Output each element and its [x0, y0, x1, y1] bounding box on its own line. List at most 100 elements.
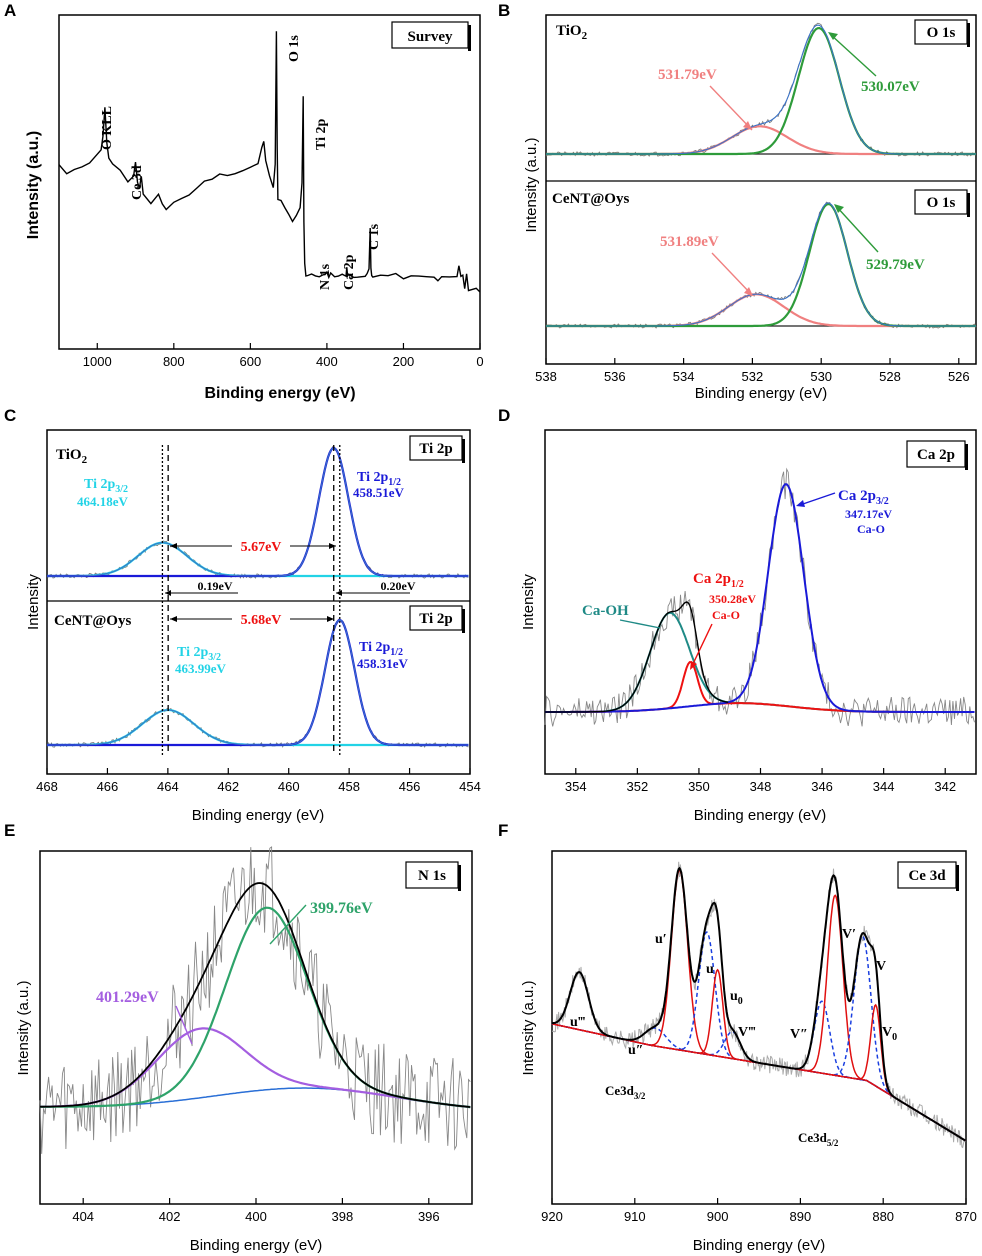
- b-x-tick-label: 538: [535, 369, 557, 384]
- v1-label: V′: [842, 927, 856, 942]
- f-x-tick-label: 920: [541, 1209, 563, 1224]
- c-x-tick-label: 460: [278, 779, 300, 794]
- d-envelope: [545, 601, 729, 713]
- x-axis-ticks-e: 404 402 400 398 396: [72, 1198, 440, 1224]
- ti2p12-label-bottom: Ti 2p1/2: [359, 640, 403, 658]
- u0-label: u0: [730, 989, 743, 1007]
- legend-box-d: [906, 440, 966, 468]
- c-x-tick-label: 458: [338, 779, 360, 794]
- b-x-tick-label: 536: [604, 369, 626, 384]
- o1s-label: O 1s: [287, 35, 302, 62]
- a-x-tick-label: 800: [163, 354, 185, 369]
- okll-label: O KLL: [100, 106, 115, 150]
- u-label: u: [706, 962, 714, 977]
- ca2p32-label: Ca 2p3/2: [838, 488, 889, 507]
- e-x-tick-label: 402: [159, 1209, 181, 1224]
- x-axis-ticks-b: 538 536 534 532 530 528 526: [535, 358, 970, 384]
- panel-letter-a: A: [4, 1, 16, 20]
- e-x-tick-label: 396: [418, 1209, 440, 1224]
- panel-b: B 538 536 534 532 530 528 526 Binding energy (…: [498, 1, 977, 402]
- legend-box-a: [391, 21, 469, 49]
- legend-label-a: Survey: [408, 29, 454, 45]
- c-x-tick-label: 456: [399, 779, 421, 794]
- d-raw: [544, 467, 975, 727]
- y-axis-label-d: Intensity: [520, 574, 537, 630]
- legend-box-c-top: [409, 435, 463, 461]
- ce3d-label: Ce 3d: [130, 165, 145, 200]
- panel-letter-f: F: [498, 821, 508, 840]
- x-axis-label-a: Binding energy (eV): [204, 385, 355, 402]
- c-x-tick-label: 462: [217, 779, 239, 794]
- sample-label-c-top: TiO2: [56, 447, 88, 466]
- splitting-label-bottom: 5.68eV: [241, 613, 282, 628]
- y-axis-label-c: Intensity: [25, 574, 42, 630]
- panel-e: E 404 402 400 398 396 Binding energy (eV) In…: [4, 821, 473, 1254]
- caoh-label: Ca-OH: [582, 603, 629, 619]
- c-peak-1-0: [47, 708, 469, 747]
- c-x-tick-label: 454: [459, 779, 481, 794]
- curves-e: [39, 846, 471, 1154]
- b-x-tick-label: 530: [810, 369, 832, 384]
- legend-label-b-top: O 1s: [927, 25, 956, 41]
- y-axis-label-b: Intensity (a.u.): [523, 137, 540, 232]
- b-envelope-0: [546, 24, 976, 155]
- panel-letter-d: D: [498, 406, 510, 425]
- panel-letter-b: B: [498, 1, 510, 20]
- c-x-tick-label: 468: [36, 779, 58, 794]
- panel-letter-e: E: [4, 821, 15, 840]
- x-axis-label-f: Binding energy (eV): [693, 1237, 826, 1254]
- x-axis-label-d: Binding energy (eV): [694, 807, 827, 824]
- ce3d32-label: Ce3d3/2: [605, 1083, 646, 1101]
- plot-frame-f: [551, 850, 967, 1205]
- y-axis-label-e: Intensity (a.u.): [15, 980, 32, 1075]
- d-x-tick-label: 348: [750, 779, 772, 794]
- peak-label-b-top-1: 531.79eV: [658, 67, 717, 83]
- c-x-tick-label: 466: [97, 779, 119, 794]
- x-axis-label-c: Binding energy (eV): [192, 807, 325, 824]
- f-peak-4: [551, 968, 966, 1142]
- f-x-tick-label: 890: [790, 1209, 812, 1224]
- x-axis-label-b: Binding energy (eV): [695, 385, 828, 402]
- curves-b: [545, 22, 977, 329]
- c-peak-1-1: [47, 618, 469, 747]
- survey-line: [58, 31, 481, 293]
- ca2p32-value: 347.17eV: [845, 507, 892, 521]
- f-x-tick-label: 880: [872, 1209, 894, 1224]
- ca2p32-sub: Ca-O: [857, 522, 885, 536]
- legend-label-b-bottom: O 1s: [927, 195, 956, 211]
- ti2p32-value-top: 464.18eV: [77, 494, 129, 509]
- shift-label-left: 0.19eV: [198, 579, 233, 593]
- d-x-tick-label: 342: [934, 779, 956, 794]
- a-x-tick-label: 600: [240, 354, 262, 369]
- plot-frame-c: [46, 429, 471, 775]
- u2-label: u″: [628, 1043, 644, 1058]
- x-axis-ticks-c: 468 466 464 462 460 458 456 454: [36, 768, 481, 794]
- d-x-tick-label: 354: [565, 779, 587, 794]
- u3-label: u‴: [570, 1015, 586, 1030]
- ca2p12-sub: Ca-O: [712, 608, 740, 622]
- peak-label-b-bottom-1: 531.89eV: [660, 234, 719, 250]
- e-raw: [39, 846, 471, 1154]
- f-peak-0: [552, 971, 966, 1142]
- curves-a: [58, 31, 481, 293]
- legend-box-b-bottom: [914, 189, 968, 215]
- f-x-tick-label: 910: [624, 1209, 646, 1224]
- u1-label: u′: [655, 932, 667, 947]
- d-x-tick-label: 350: [688, 779, 710, 794]
- d-peak-2: [545, 483, 975, 713]
- legend-label-f: Ce 3d: [908, 868, 946, 884]
- plot-frame-b: [545, 14, 977, 365]
- legend-label-c-bottom: Ti 2p: [419, 611, 453, 627]
- ca2p12-value: 350.28eV: [709, 592, 756, 606]
- e-x-tick-label: 398: [332, 1209, 354, 1224]
- peak-label-b-top-2: 530.07eV: [861, 79, 920, 95]
- b-x-tick-label: 534: [673, 369, 695, 384]
- f-raw: [551, 861, 966, 1149]
- panel-d: D 354 352 350 348 346 344 342 Binding energy (…: [498, 406, 977, 824]
- f-peak-6: [551, 1000, 966, 1142]
- a-x-tick-label: 200: [393, 354, 415, 369]
- f-peak-2: [551, 868, 966, 1142]
- v2-label: V″: [790, 1027, 808, 1042]
- ti2p12-label-top: Ti 2p1/2: [357, 470, 401, 488]
